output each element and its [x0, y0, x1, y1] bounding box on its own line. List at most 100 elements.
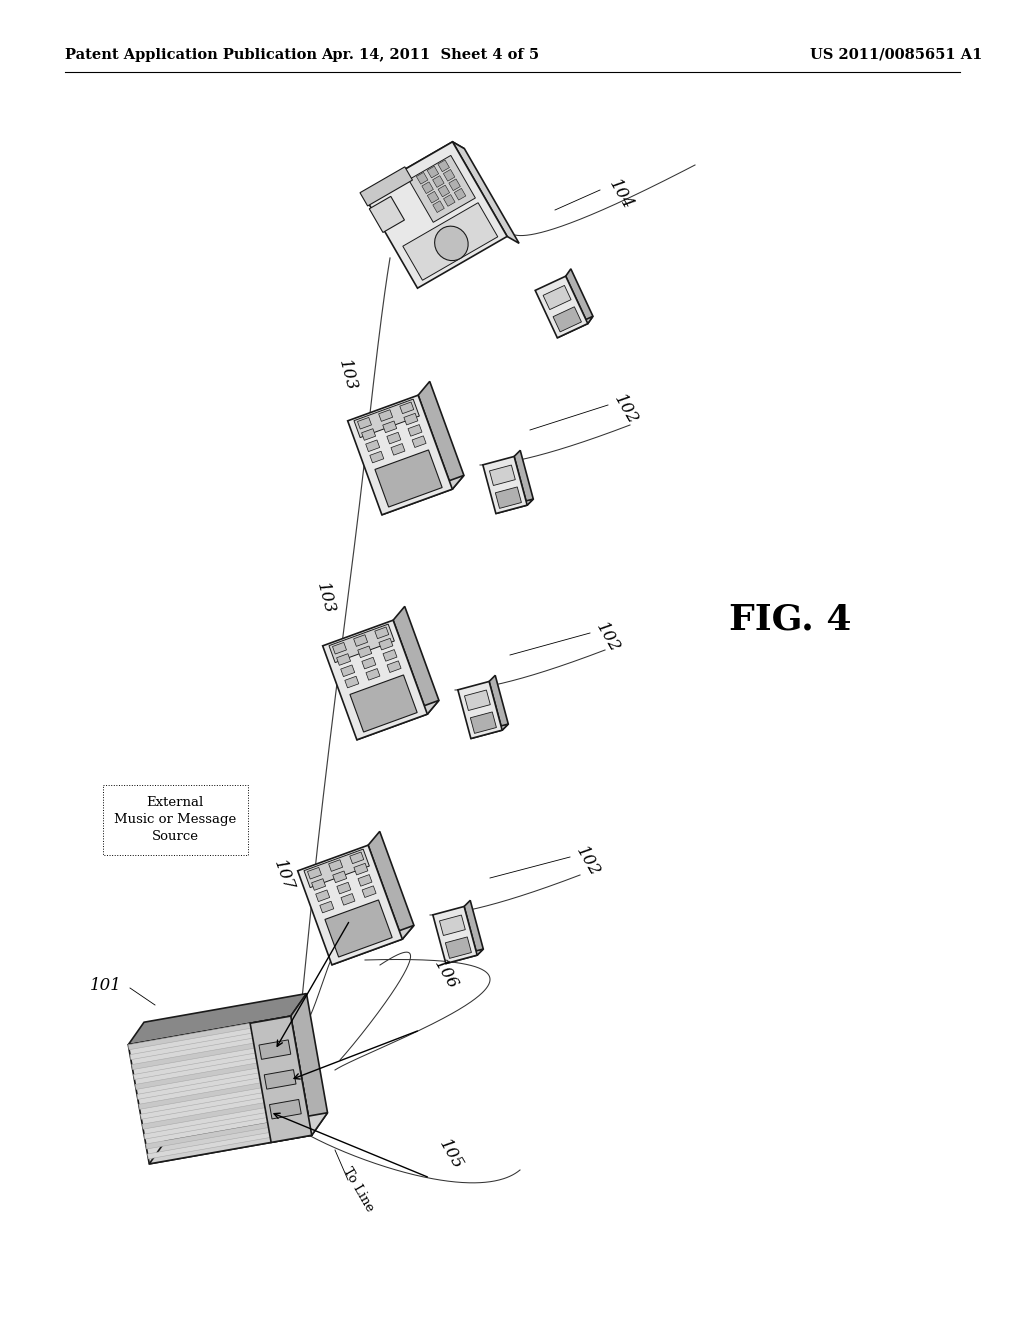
Polygon shape	[439, 915, 465, 936]
Polygon shape	[391, 444, 404, 455]
Polygon shape	[357, 417, 372, 429]
Polygon shape	[379, 639, 393, 649]
Polygon shape	[360, 166, 413, 206]
Polygon shape	[259, 1040, 291, 1060]
Polygon shape	[496, 499, 534, 513]
Text: 101: 101	[90, 977, 122, 994]
Text: 103: 103	[313, 581, 338, 615]
Polygon shape	[514, 450, 534, 506]
Polygon shape	[128, 994, 306, 1044]
Polygon shape	[438, 185, 450, 197]
Polygon shape	[465, 690, 490, 710]
Polygon shape	[489, 465, 515, 486]
Polygon shape	[362, 141, 465, 201]
Polygon shape	[137, 1065, 300, 1100]
Polygon shape	[375, 450, 442, 507]
Polygon shape	[557, 317, 593, 338]
Text: 102: 102	[610, 392, 641, 428]
Polygon shape	[333, 643, 346, 653]
Polygon shape	[345, 676, 358, 688]
Polygon shape	[443, 235, 460, 252]
Polygon shape	[353, 635, 368, 647]
Polygon shape	[307, 867, 322, 879]
Polygon shape	[132, 1036, 295, 1069]
Polygon shape	[427, 166, 438, 178]
Polygon shape	[250, 1016, 311, 1142]
Polygon shape	[319, 902, 334, 913]
Polygon shape	[311, 879, 326, 890]
Text: To Line: To Line	[340, 1166, 376, 1214]
Polygon shape	[445, 949, 483, 964]
Polygon shape	[139, 1076, 302, 1109]
Polygon shape	[150, 1113, 328, 1164]
Polygon shape	[315, 890, 330, 902]
Polygon shape	[304, 849, 370, 887]
Polygon shape	[323, 620, 427, 739]
Polygon shape	[354, 399, 420, 438]
Polygon shape	[354, 863, 368, 875]
Polygon shape	[417, 173, 428, 183]
Polygon shape	[361, 657, 376, 669]
Polygon shape	[453, 141, 519, 243]
Polygon shape	[135, 1056, 299, 1089]
Polygon shape	[329, 859, 343, 871]
Polygon shape	[403, 413, 418, 425]
Text: 102: 102	[572, 843, 603, 880]
Polygon shape	[536, 276, 588, 338]
Polygon shape	[128, 1016, 311, 1164]
Polygon shape	[291, 994, 328, 1135]
Polygon shape	[543, 285, 571, 310]
Polygon shape	[470, 711, 497, 734]
Polygon shape	[471, 725, 508, 738]
Polygon shape	[432, 176, 444, 187]
Polygon shape	[264, 1069, 296, 1089]
Polygon shape	[565, 269, 593, 323]
Polygon shape	[422, 182, 433, 194]
Polygon shape	[341, 894, 355, 906]
Text: Patent Application Publication: Patent Application Publication	[65, 48, 317, 62]
Polygon shape	[350, 851, 364, 863]
Polygon shape	[375, 627, 389, 639]
Polygon shape	[144, 1105, 307, 1139]
Polygon shape	[337, 882, 351, 894]
Polygon shape	[409, 156, 475, 222]
Polygon shape	[370, 451, 384, 463]
Polygon shape	[393, 606, 439, 714]
Polygon shape	[483, 457, 527, 513]
Polygon shape	[433, 201, 444, 213]
Polygon shape	[449, 180, 461, 190]
Text: Apr. 14, 2011  Sheet 4 of 5: Apr. 14, 2011 Sheet 4 of 5	[321, 48, 539, 62]
Text: 107: 107	[270, 857, 297, 892]
Polygon shape	[399, 403, 414, 413]
Polygon shape	[147, 1126, 311, 1159]
Text: 103: 103	[335, 358, 359, 392]
Polygon shape	[362, 141, 507, 288]
Polygon shape	[145, 1115, 309, 1148]
Polygon shape	[348, 395, 453, 515]
Polygon shape	[337, 653, 350, 665]
Polygon shape	[362, 886, 376, 898]
Polygon shape	[350, 675, 417, 733]
Polygon shape	[366, 440, 380, 451]
Polygon shape	[333, 871, 347, 883]
Polygon shape	[382, 475, 464, 515]
Polygon shape	[489, 676, 508, 730]
Polygon shape	[140, 1085, 304, 1119]
Text: External
Music or Message
Source: External Music or Message Source	[114, 796, 237, 843]
Text: 106: 106	[430, 957, 461, 993]
Polygon shape	[370, 197, 404, 232]
Text: 102: 102	[592, 620, 623, 656]
Polygon shape	[433, 907, 477, 964]
Polygon shape	[402, 203, 498, 280]
Polygon shape	[427, 191, 439, 203]
Polygon shape	[418, 381, 464, 490]
Polygon shape	[455, 189, 466, 201]
Polygon shape	[358, 875, 372, 886]
Polygon shape	[325, 900, 392, 957]
Polygon shape	[133, 1045, 297, 1080]
Polygon shape	[379, 409, 392, 421]
Polygon shape	[341, 665, 354, 677]
Polygon shape	[369, 832, 414, 939]
Polygon shape	[387, 432, 400, 444]
Polygon shape	[332, 925, 414, 965]
